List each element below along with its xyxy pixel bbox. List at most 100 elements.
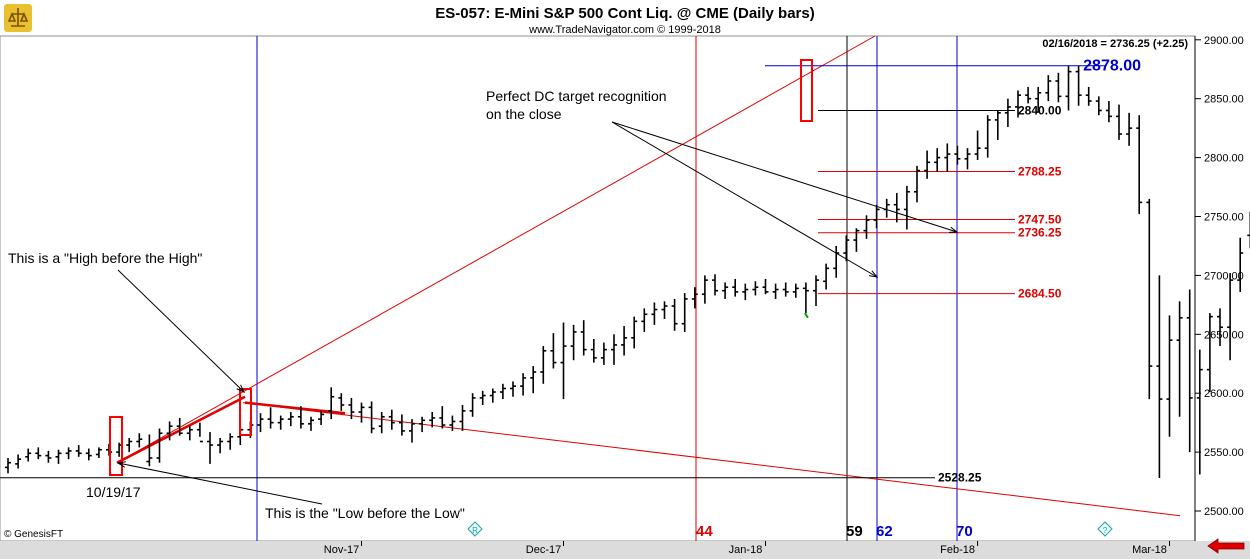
ohlc-bar (1176, 301, 1183, 417)
svg-text:R: R (472, 526, 478, 535)
arrow-head (948, 226, 959, 233)
ohlc-bar (1196, 349, 1203, 475)
ohlc-bar (449, 415, 456, 431)
ohlc-bar (742, 283, 749, 301)
ohlc-bar (176, 417, 183, 436)
ohlc-bar (863, 215, 870, 239)
y-tick-label: 2700.00 (1204, 270, 1244, 282)
signal-diamond-icon[interactable]: R (467, 521, 483, 537)
ohlc-bar (388, 409, 395, 430)
ohlc-bar (338, 393, 345, 411)
ohlc-bar (1004, 98, 1011, 127)
ohlc-bar (368, 401, 375, 434)
annotation-high-before-high: This is a "High before the High" (8, 250, 202, 266)
ohlc-bar (126, 437, 133, 453)
level-label: 2788.25 (1018, 164, 1062, 178)
ohlc-bar (1186, 289, 1193, 453)
ohlc-bar (1116, 104, 1122, 140)
ohlc-bar (227, 433, 234, 450)
ohlc-bar (186, 426, 193, 441)
ohlc-bar (1025, 86, 1032, 104)
ohlc-bar (45, 450, 52, 463)
ohlc-bar (570, 324, 577, 361)
time-marker-label-44: 44 (696, 523, 713, 540)
ohlc-bar (712, 274, 718, 296)
ohlc-bar (1035, 86, 1042, 113)
ohlc-bar (439, 406, 446, 429)
ohlc-bar (590, 339, 597, 363)
time-markers (256, 36, 958, 541)
ohlc-bar (853, 228, 860, 252)
arrow-to-2700 (611, 121, 879, 278)
arrow-shaft (117, 269, 245, 393)
ohlc-bar (1217, 308, 1223, 347)
ohlc-bar (772, 283, 779, 299)
ohlc-bar (661, 301, 668, 319)
ohlc-bar (398, 414, 405, 436)
y-tick-label: 2900.00 (1204, 35, 1244, 47)
ohlc-bar (984, 115, 991, 158)
level-label: 2684.50 (1018, 287, 1062, 301)
x-tick-label: Dec-17 (526, 544, 561, 556)
ohlc-bar (196, 422, 203, 443)
ohlc-bar (560, 322, 567, 400)
ohlc-bar (257, 413, 264, 433)
ohlc-bar (762, 278, 769, 295)
ohlc-bar (631, 316, 638, 349)
ohlc-bar (792, 283, 799, 298)
level-label: 2840.00 (1018, 103, 1062, 117)
chart-subtitle: www.TradeNavigator.com © 1999-2018 (528, 24, 721, 36)
ohlc-bar (479, 390, 486, 405)
y-tick-label: 2800.00 (1204, 153, 1244, 165)
ohlc-bar (1156, 275, 1163, 479)
ohlc-bar (308, 416, 314, 431)
ohlc-bar (600, 342, 607, 365)
chart-title: ES-057: E-Mini S&P 500 Cont Liq. @ CME (… (435, 5, 814, 22)
ohlc-bar (974, 130, 981, 160)
ohlc-bar (55, 449, 62, 464)
ohlc-bar (691, 287, 698, 309)
time-marker-label-70: 70 (956, 523, 973, 540)
arrow-shaft (611, 121, 878, 278)
ohlc-bar (893, 192, 900, 223)
ohlc-bar (611, 334, 617, 365)
level-label: 2528.25 (938, 471, 982, 485)
ohlc-bar (994, 110, 1001, 140)
low-marker-box (109, 416, 123, 476)
ohlc-bar (136, 433, 143, 448)
ohlc-bar (843, 235, 850, 262)
ohlc-bar (681, 293, 688, 332)
ohlc-bar (1126, 112, 1133, 146)
ohlc-bar (75, 445, 82, 457)
top-marker-box (800, 59, 813, 122)
up-tick-mark (804, 312, 809, 319)
x-tick-label: Nov-17 (324, 544, 359, 556)
high-marker-box (239, 388, 252, 436)
ohlc-bar (964, 148, 971, 170)
ohlc-bar (924, 150, 931, 179)
level-label: 2747.50 (1018, 212, 1062, 226)
ohlc-bar (580, 320, 587, 356)
annotation-arrows (116, 121, 959, 505)
ohlc-bar (1206, 313, 1213, 393)
level-label: 2878.00 (1083, 58, 1141, 75)
y-tick-label: 2650.00 (1204, 329, 1244, 341)
price-readout: 02/16/2018 = 2736.25 (+2.25) (1042, 38, 1188, 50)
ohlc-bar (1075, 65, 1082, 106)
ohlc-bar (782, 282, 789, 297)
ohlc-bar (802, 282, 809, 314)
annotation-date: 10/19/17 (86, 484, 141, 500)
x-axis: Nov-17 Dec-17 Jan-18 Feb-18 Mar-18 (324, 541, 1170, 556)
x-tick-label: Mar-18 (1132, 544, 1167, 556)
scroll-left-arrow-icon[interactable] (1207, 538, 1245, 554)
ohlc-bar (378, 412, 385, 434)
ohlc-bar (520, 373, 527, 396)
ohlc-bar (732, 278, 739, 297)
xaxis-band (0, 541, 1250, 559)
ohlc-bar (65, 447, 72, 460)
help-diamond-icon[interactable]: ? (1097, 521, 1113, 537)
ohlc-bar (318, 410, 325, 426)
ohlc-bar (95, 447, 102, 458)
y-axis: 2500.00 2550.00 2600.00 2650.00 2700.00 2750.… (1195, 35, 1244, 518)
